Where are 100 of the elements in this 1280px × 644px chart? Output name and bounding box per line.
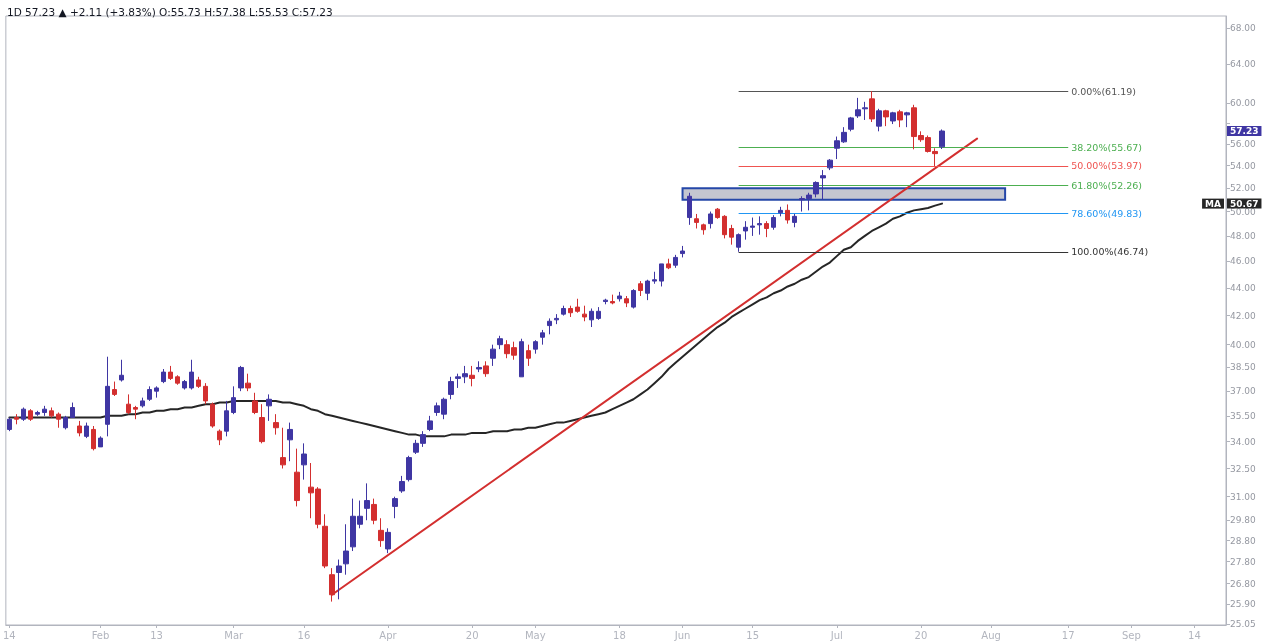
y-tick-label: 27.80 bbox=[1230, 556, 1257, 567]
candlestick bbox=[617, 291, 622, 303]
candlestick bbox=[757, 215, 762, 236]
candlestick bbox=[596, 306, 601, 321]
candlestick bbox=[722, 214, 727, 239]
candlestick bbox=[84, 422, 89, 439]
x-tick-label: 14 bbox=[2, 629, 16, 641]
candlestick bbox=[708, 211, 713, 229]
candlestick bbox=[126, 393, 131, 415]
y-tick-label: 31.00 bbox=[1230, 491, 1257, 502]
candlestick bbox=[771, 214, 776, 231]
candlestick bbox=[273, 413, 279, 436]
candlestick bbox=[343, 523, 349, 576]
candlestick bbox=[427, 415, 433, 432]
candlestick bbox=[35, 410, 40, 417]
candlestick bbox=[217, 428, 222, 446]
candlestick bbox=[56, 411, 61, 429]
ref-line-label: 78.60%(49.83) bbox=[1071, 208, 1143, 220]
candlestick bbox=[687, 192, 692, 226]
text: 50.67 bbox=[1230, 198, 1259, 209]
candlestick bbox=[7, 417, 12, 432]
candlestick bbox=[168, 365, 173, 381]
candlestick bbox=[147, 385, 152, 402]
candlestick bbox=[301, 442, 307, 481]
annotation: MA bbox=[1205, 198, 1222, 209]
candlestick bbox=[890, 111, 896, 125]
candlestick bbox=[490, 344, 496, 367]
candlestick bbox=[575, 298, 580, 314]
candlestick bbox=[827, 158, 833, 171]
candlestick bbox=[631, 288, 636, 309]
ref-line-label: 50.00%(53.97) bbox=[1071, 160, 1143, 172]
candlestick bbox=[785, 203, 790, 225]
candlestick bbox=[561, 305, 566, 317]
candlestick bbox=[736, 232, 741, 253]
x-tick-label: May bbox=[524, 629, 546, 641]
x-tick-label: 17 bbox=[1061, 629, 1075, 641]
candlestick bbox=[483, 360, 489, 378]
x-tick-label: 18 bbox=[613, 629, 626, 641]
candlestick bbox=[266, 393, 272, 422]
candlestick bbox=[336, 559, 342, 600]
candlestick bbox=[869, 90, 875, 123]
x-tick-label: 13 bbox=[150, 629, 163, 641]
candlestick bbox=[939, 128, 945, 150]
x-tick-label: Feb bbox=[91, 629, 110, 641]
y-tick-label: 68.00 bbox=[1230, 23, 1257, 34]
x-tick-label: Jun bbox=[673, 629, 691, 641]
candlestick bbox=[897, 109, 903, 128]
candlestick bbox=[105, 356, 110, 437]
candlestick bbox=[385, 527, 391, 554]
candlestick bbox=[876, 108, 882, 132]
candlestick bbox=[70, 402, 75, 419]
line-series bbox=[8, 202, 943, 438]
y-tick-label: 37.00 bbox=[1230, 386, 1257, 397]
candlestick bbox=[568, 305, 573, 318]
candlestick bbox=[680, 245, 685, 258]
x-tick-label: 14 bbox=[1188, 629, 1201, 641]
y-tick-label: 32.50 bbox=[1230, 463, 1257, 474]
candlestick bbox=[14, 413, 19, 425]
y-tick-label: 48.00 bbox=[1230, 230, 1257, 241]
x-tick-label: 20 bbox=[914, 629, 928, 641]
y-tick-label: 34.00 bbox=[1230, 436, 1257, 447]
candlestick bbox=[750, 217, 755, 237]
candlestick bbox=[862, 101, 868, 121]
candlestick bbox=[21, 407, 26, 422]
candlestick bbox=[645, 279, 650, 301]
x-tick-label: 20 bbox=[465, 629, 479, 641]
candlestick bbox=[112, 381, 117, 397]
y-tick-label: 64.00 bbox=[1230, 59, 1257, 70]
y-tick-label: 56.00 bbox=[1230, 138, 1257, 149]
candlestick bbox=[540, 329, 545, 346]
candlestick bbox=[399, 475, 405, 494]
candlestick bbox=[764, 220, 769, 238]
x-tick-label: Jul bbox=[829, 629, 843, 641]
candlestick bbox=[42, 405, 47, 417]
candlestick bbox=[624, 295, 629, 308]
candlestick bbox=[469, 365, 475, 387]
candlestick bbox=[161, 368, 166, 384]
candlestick bbox=[497, 335, 503, 350]
candlestick bbox=[133, 405, 138, 420]
candlestick bbox=[743, 220, 748, 241]
candlestick bbox=[189, 359, 194, 391]
candlestick bbox=[392, 496, 398, 519]
y-tick-label: 52.00 bbox=[1230, 183, 1257, 194]
candlestick bbox=[91, 425, 96, 451]
candlestick bbox=[49, 407, 54, 419]
candlestick bbox=[533, 339, 538, 355]
candlestick bbox=[63, 415, 68, 430]
candlestick bbox=[694, 213, 699, 229]
candlestick bbox=[666, 258, 671, 270]
candlestick bbox=[603, 298, 608, 305]
chart-title: 1D 57.23 ▲ +2.11 (+3.83%) O:55.73 H:57.38 L:55.53 C:57.23 bbox=[7, 5, 333, 18]
candlestick bbox=[610, 294, 615, 305]
candlestick bbox=[701, 223, 706, 236]
candlestick bbox=[715, 207, 720, 220]
candlestick bbox=[638, 280, 643, 297]
candlestick bbox=[554, 313, 559, 325]
candlestick bbox=[547, 317, 552, 335]
y-tick-label: 54.00 bbox=[1230, 160, 1257, 171]
candlestick bbox=[238, 365, 244, 392]
x-tick-label: 16 bbox=[297, 629, 311, 641]
